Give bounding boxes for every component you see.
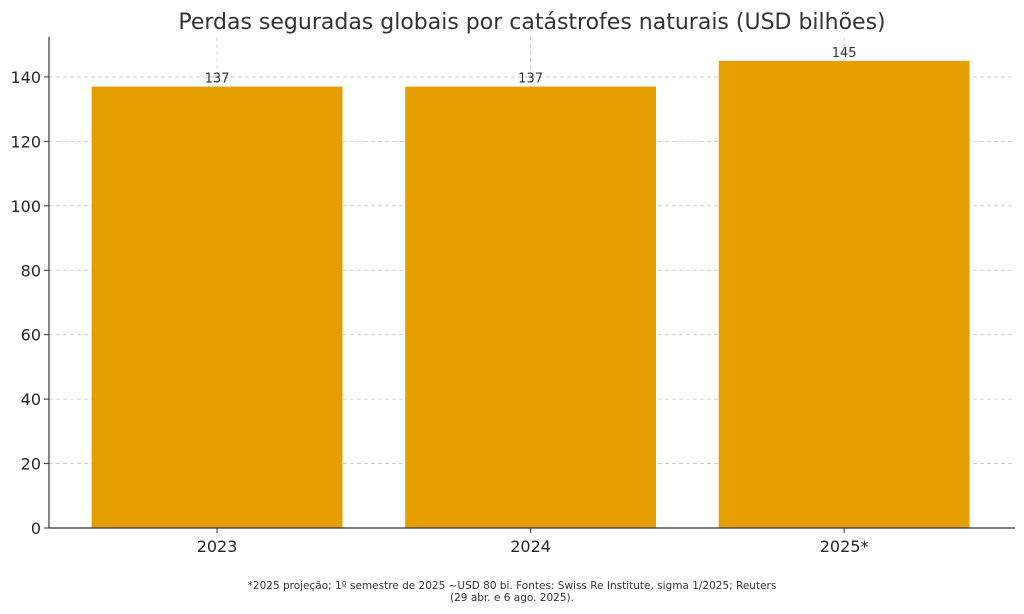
footnote-line-2: (29 abr. e 6 ago. 2025). <box>450 592 574 604</box>
y-tick-label: 140 <box>10 68 41 87</box>
chart-title: Perdas seguradas globais por catástrofes… <box>178 10 885 35</box>
data-label: 137 <box>518 72 543 87</box>
y-tick-label: 60 <box>21 326 41 345</box>
x-tick-label: 2024 <box>510 537 551 556</box>
data-label: 145 <box>832 46 857 61</box>
y-tick-label: 80 <box>21 261 41 280</box>
x-tick-label: 2023 <box>197 537 238 556</box>
bars: 137 137 145 <box>91 46 970 529</box>
y-tick-label: 100 <box>10 197 41 216</box>
x-tick-label: 2025* <box>820 537 869 556</box>
bar-2025* <box>718 60 970 528</box>
bar-2023 <box>91 86 343 529</box>
y-tick-label: 20 <box>21 455 41 474</box>
y-tick-label: 0 <box>31 519 41 538</box>
footnote-line-1: *2025 projeção; 1º semestre de 2025 ~USD… <box>248 580 777 592</box>
bar-2024 <box>405 86 657 529</box>
data-label: 137 <box>205 72 230 87</box>
axes: 0 20 40 60 80 100 120 140 2023 2024 2025* <box>10 37 1015 556</box>
y-tick-label: 40 <box>21 390 41 409</box>
y-tick-label: 120 <box>10 132 41 151</box>
